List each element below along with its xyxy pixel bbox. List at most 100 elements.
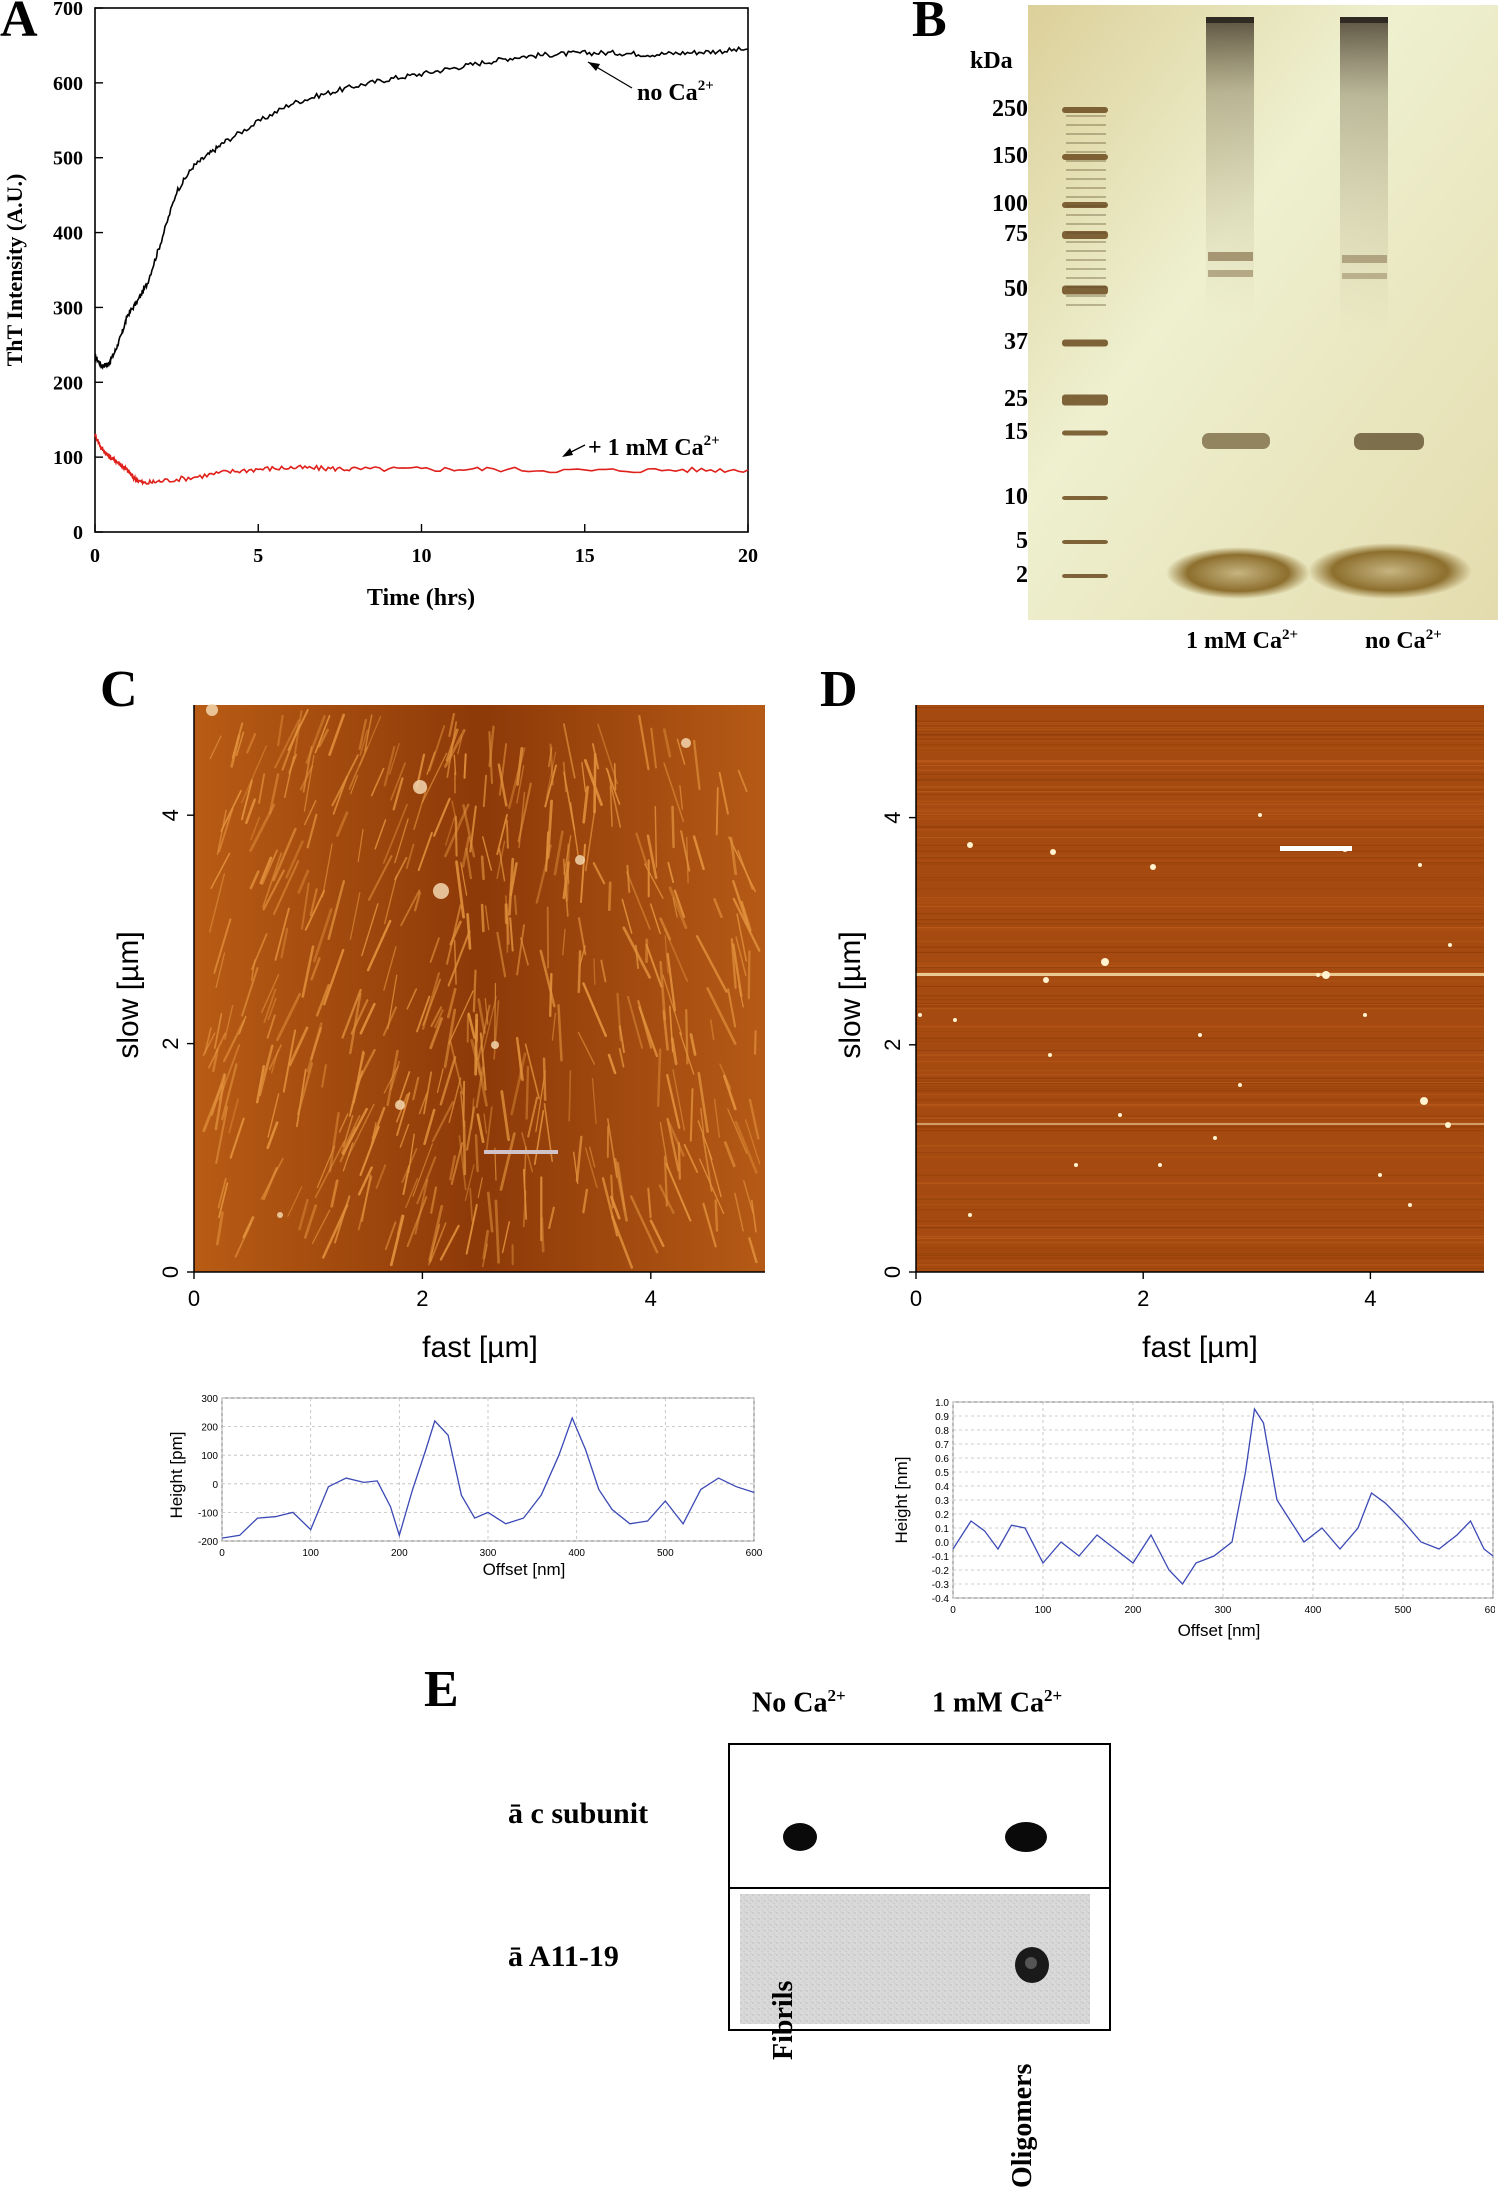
afm-fibril [439, 1224, 460, 1261]
afm-xtick-label: 0 [188, 1286, 200, 1311]
afm-fibril [607, 881, 612, 912]
afm-fibril [429, 937, 440, 963]
afm-fibril [348, 1070, 364, 1117]
afm-fibril [667, 1121, 685, 1157]
profile-ytick-label: 0.2 [935, 1510, 949, 1521]
afm-fibril [323, 948, 345, 1006]
afm-scanline [916, 773, 1484, 775]
profile-ytick-label: 0.7 [935, 1440, 949, 1451]
afm-fibril [429, 1017, 443, 1050]
afm-fibril [297, 869, 310, 894]
afm-oligomer-dot [1101, 958, 1109, 966]
afm-scanline [916, 913, 1484, 915]
afm-scanline [916, 791, 1484, 793]
afm-fibril [659, 917, 672, 941]
afm-fibril [708, 1149, 722, 1198]
dot-a11-oligomers-core [1025, 1957, 1037, 1969]
afm-scanline [916, 1103, 1484, 1105]
afm-fibril [464, 1164, 475, 1202]
afm-fibril [718, 771, 729, 815]
afm-fibril [230, 734, 241, 768]
afm-scanline [916, 1182, 1484, 1184]
afm-fibril [673, 889, 686, 919]
profile-c-ylabel: Height [pm] [167, 1432, 186, 1519]
afm-fibril [577, 950, 582, 994]
afm-oligomer-dot [1074, 1163, 1078, 1167]
afm-fibril [647, 1187, 652, 1219]
afm-fibril [467, 1012, 476, 1040]
afm-fibril [370, 767, 385, 797]
afm-fibril [406, 1196, 428, 1248]
afm-fibril [423, 1071, 433, 1115]
afm-fibril [212, 1048, 219, 1073]
afm-fibril [606, 769, 622, 828]
afm-fibril [589, 1146, 596, 1168]
afm-fibril [423, 1108, 436, 1146]
profile-frame [221, 1397, 755, 1542]
afm-fibril [466, 1106, 476, 1151]
profile-ytick-label: -0.3 [932, 1580, 950, 1591]
afm-scanline [916, 1083, 1484, 1084]
afm-fibril [382, 1006, 398, 1036]
profile-ytick-label: -0.4 [932, 1594, 950, 1605]
afm-fibril [562, 723, 576, 779]
afm-fibril [375, 1164, 387, 1189]
afm-fibril [714, 1199, 719, 1232]
afm-fibril [666, 1117, 680, 1172]
profile-xtick-label: 0 [950, 1605, 956, 1616]
afm-fibril [301, 882, 310, 930]
afm-scanline [916, 1183, 1484, 1185]
afm-fibril [695, 935, 728, 993]
gel-marker-label: 150 [992, 143, 1028, 169]
afm-fibril [584, 1147, 598, 1189]
afm-fibril [618, 1025, 625, 1054]
profile-xtick-label: 400 [568, 1548, 585, 1559]
ladder-band [1062, 107, 1108, 113]
dot-blot-bottom-oligomers: Oligomers [1007, 2063, 1038, 2188]
lane2-band-60 [1342, 255, 1387, 263]
afm-fibril [396, 1092, 411, 1136]
ladder-minor-band [1066, 259, 1106, 261]
afm-scanline [916, 707, 1484, 709]
profile-ytick-label: 0.8 [935, 1426, 949, 1437]
afm-fibril [524, 1043, 541, 1100]
panel-c-afm: 0 2 4 0 2 4 fast [µm] slow [µm] [112, 704, 765, 1364]
afm-scanline [916, 1209, 1484, 1211]
afm-fibril [455, 860, 466, 919]
afm-fibril [676, 738, 686, 765]
afm-fibril [689, 1033, 697, 1056]
a-ytick-label: 0 [73, 522, 83, 544]
profile-ytick-label: 300 [201, 1394, 218, 1405]
afm-fibril [209, 735, 222, 760]
afm-fibril [394, 818, 409, 864]
afm-fibril [382, 803, 408, 864]
afm-scanline [916, 1145, 1484, 1147]
afm-fibril [510, 1052, 527, 1116]
afm-fibril [328, 1111, 340, 1173]
afm-fibril [302, 746, 313, 793]
afm-scanline [916, 734, 1484, 736]
afm-fibril [683, 1143, 699, 1173]
afm-scanline [916, 1241, 1484, 1243]
afm-fibril [565, 843, 570, 902]
afm-fibril [357, 829, 364, 862]
gel-marker-label: 25 [1004, 386, 1028, 412]
afm-scanline [916, 1118, 1484, 1120]
afm-fibril [463, 753, 467, 779]
afm-fibril [447, 930, 471, 987]
afm-fibril [266, 1121, 279, 1150]
afm-fibril [499, 1132, 516, 1191]
afm-fibril [445, 817, 455, 846]
afm-scanline [916, 927, 1484, 929]
afm-fibril [477, 1177, 483, 1199]
afm-scanline [916, 1099, 1484, 1101]
afm-scanline [916, 857, 1484, 859]
afm-fibril [477, 1004, 491, 1061]
annotation-ca: + 1 mM Ca2+ [588, 433, 720, 461]
afm-fibril [282, 1029, 297, 1093]
afm-fibril [309, 888, 318, 917]
afm-fibril [298, 1198, 309, 1231]
afm-fibril [732, 943, 743, 998]
afm-fibril [679, 784, 683, 810]
afm-fibril [359, 729, 369, 756]
